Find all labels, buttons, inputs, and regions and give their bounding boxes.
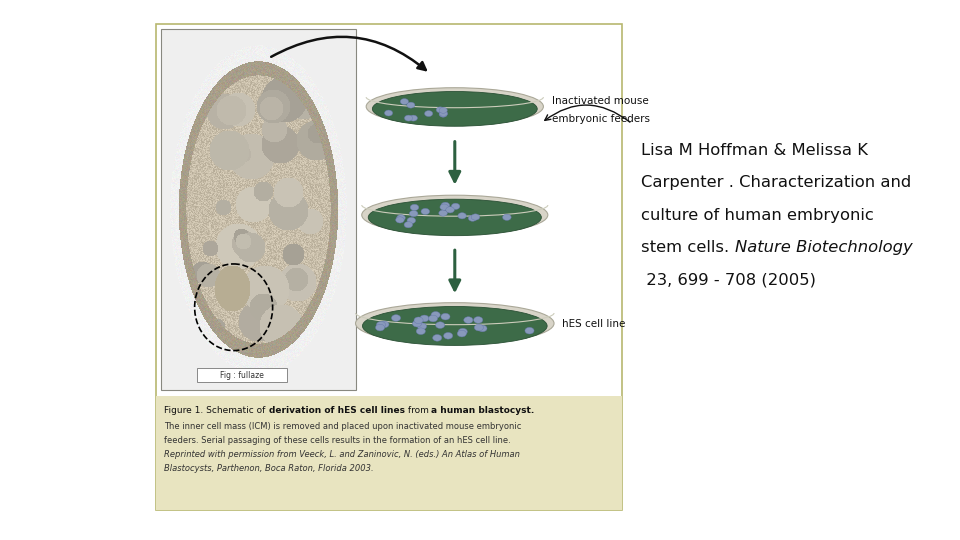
Ellipse shape <box>404 221 413 228</box>
Ellipse shape <box>400 99 408 105</box>
Ellipse shape <box>445 207 454 213</box>
Ellipse shape <box>468 215 477 221</box>
Ellipse shape <box>407 102 415 108</box>
Ellipse shape <box>471 214 480 220</box>
Ellipse shape <box>418 323 426 329</box>
Text: feeders. Serial passaging of these cells results in the formation of an hES cell: feeders. Serial passaging of these cells… <box>164 436 512 445</box>
Text: Reprinted with permission from Veeck, L. and Zaninovic, N. (eds.) An Atlas of Hu: Reprinted with permission from Veeck, L.… <box>164 450 520 459</box>
Text: Fig : fullaze: Fig : fullaze <box>220 371 263 380</box>
Ellipse shape <box>421 208 429 214</box>
Ellipse shape <box>439 210 447 216</box>
Ellipse shape <box>396 217 404 223</box>
Ellipse shape <box>440 110 447 116</box>
Ellipse shape <box>433 334 442 341</box>
Ellipse shape <box>369 199 541 235</box>
Ellipse shape <box>473 316 483 323</box>
Text: stem cells.: stem cells. <box>641 240 734 255</box>
Ellipse shape <box>444 333 453 339</box>
Ellipse shape <box>428 315 438 322</box>
Ellipse shape <box>417 328 425 335</box>
Ellipse shape <box>451 203 460 210</box>
Text: Blastocysts, Parthenon, Boca Raton, Florida 2003.: Blastocysts, Parthenon, Boca Raton, Flor… <box>164 464 374 473</box>
Bar <box>161 29 356 390</box>
Ellipse shape <box>436 107 444 113</box>
Text: Figure 1. Schematic of: Figure 1. Schematic of <box>164 406 269 415</box>
Bar <box>197 368 287 382</box>
Ellipse shape <box>396 215 405 221</box>
Ellipse shape <box>431 312 441 318</box>
Ellipse shape <box>474 324 484 331</box>
Ellipse shape <box>376 321 386 328</box>
Ellipse shape <box>414 317 423 323</box>
Ellipse shape <box>409 211 418 217</box>
Ellipse shape <box>458 213 467 219</box>
Ellipse shape <box>436 322 444 328</box>
Ellipse shape <box>407 218 416 224</box>
Text: culture of human embryonic: culture of human embryonic <box>641 208 875 223</box>
Ellipse shape <box>424 111 433 117</box>
Ellipse shape <box>439 107 447 113</box>
Text: from: from <box>405 406 431 415</box>
Ellipse shape <box>441 313 450 320</box>
Ellipse shape <box>478 325 487 332</box>
Ellipse shape <box>392 315 400 321</box>
Text: Nature Biotechnology: Nature Biotechnology <box>734 240 912 255</box>
Ellipse shape <box>413 320 421 327</box>
Ellipse shape <box>375 324 385 331</box>
Ellipse shape <box>439 111 447 117</box>
Ellipse shape <box>440 204 448 210</box>
Text: Lisa M Hoffman & Melissa K: Lisa M Hoffman & Melissa K <box>641 143 868 158</box>
Text: Carpenter . Characterization and: Carpenter . Characterization and <box>641 176 912 191</box>
Text: 23, 699 - 708 (2005): 23, 699 - 708 (2005) <box>641 273 816 288</box>
Ellipse shape <box>503 214 511 220</box>
Ellipse shape <box>380 321 389 328</box>
Ellipse shape <box>409 115 418 121</box>
Ellipse shape <box>404 115 413 121</box>
Ellipse shape <box>420 315 429 322</box>
Ellipse shape <box>410 204 419 211</box>
Ellipse shape <box>385 110 393 116</box>
Bar <box>156 396 622 510</box>
Text: Inactivated mouse: Inactivated mouse <box>552 96 649 106</box>
Text: derivation of hES cell lines: derivation of hES cell lines <box>269 406 405 415</box>
Ellipse shape <box>464 317 473 323</box>
Text: hES cell line: hES cell line <box>562 319 625 329</box>
Ellipse shape <box>366 87 543 125</box>
Ellipse shape <box>372 91 538 126</box>
Ellipse shape <box>441 202 449 208</box>
Text: a human blastocyst.: a human blastocyst. <box>431 406 535 415</box>
Ellipse shape <box>355 303 554 344</box>
Ellipse shape <box>458 328 468 335</box>
Ellipse shape <box>525 327 534 334</box>
Ellipse shape <box>362 195 548 235</box>
Bar <box>156 24 622 510</box>
Text: The inner cell mass (ICM) is removed and placed upon inactivated mouse embryonic: The inner cell mass (ICM) is removed and… <box>164 422 522 431</box>
Ellipse shape <box>363 307 547 346</box>
Text: embryonic feeders: embryonic feeders <box>552 114 650 124</box>
Ellipse shape <box>457 330 467 337</box>
